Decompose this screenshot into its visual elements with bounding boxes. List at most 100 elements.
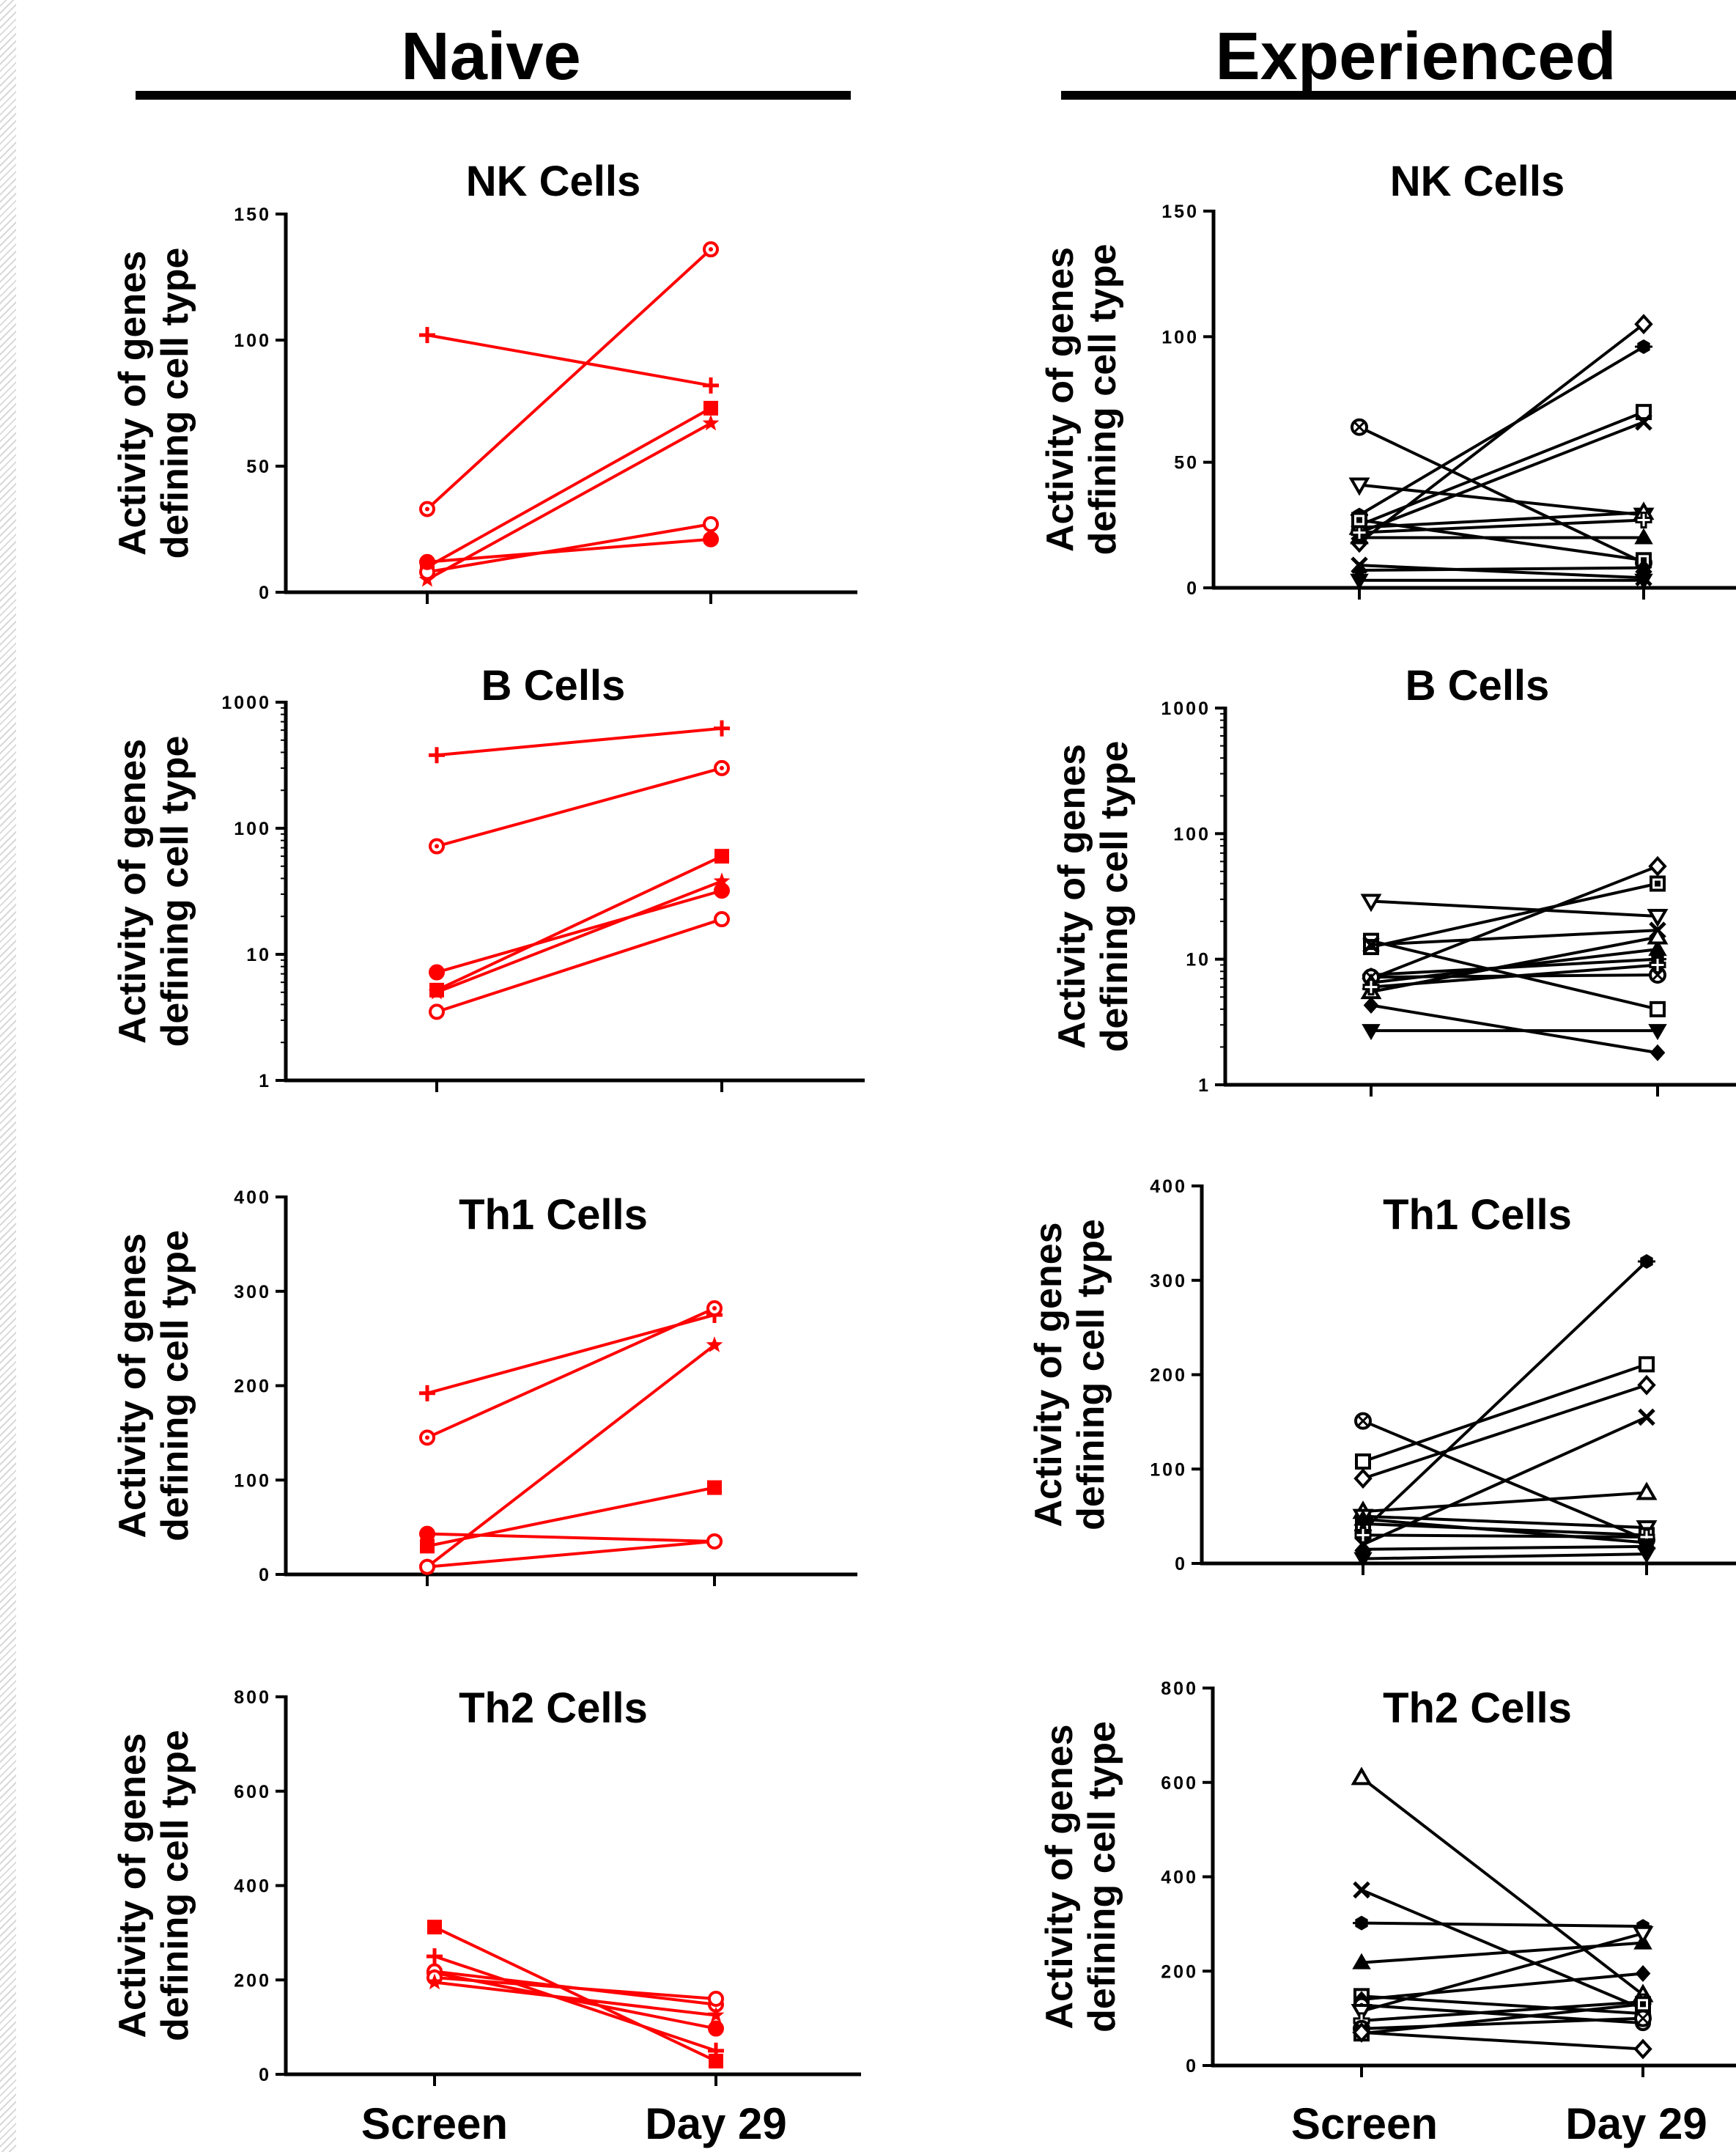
data-point <box>1351 561 1367 579</box>
data-point <box>1634 2009 1652 2027</box>
data-point <box>703 531 719 548</box>
series-circle-filled <box>429 882 730 981</box>
data-point <box>714 759 730 776</box>
data-point <box>1353 1915 1370 1931</box>
series-line <box>1361 2030 1644 2051</box>
data-point <box>708 1991 724 2007</box>
panel-experienced-th2-cells: Th2 Cells Activity of genes defining cell … <box>1038 1679 1736 2077</box>
data-point <box>714 720 730 737</box>
series-hex-filled <box>1353 1915 1652 1934</box>
x-category-label: Day 29 <box>645 2099 786 2148</box>
group-header-experienced: Experienced <box>1061 19 1736 100</box>
data-point <box>703 516 719 533</box>
data-point <box>1637 1374 1656 1396</box>
series-plus <box>429 720 730 764</box>
series-triangle-open <box>1351 1766 1654 2002</box>
y-axis-label: Activity of genes defining cell type <box>1038 1721 1123 2033</box>
panel-naive-th1-cells: Th1 Cells Activity of genes defining cell … <box>111 1187 857 1586</box>
data-point <box>1649 957 1666 974</box>
series-circle-dot-open <box>419 1300 723 1446</box>
panel-title: Th1 Cells <box>1383 1191 1572 1239</box>
series-line <box>436 880 723 994</box>
y-tick-label: 800 <box>1161 1679 1198 1699</box>
y-axis-label: Activity of genes defining cell type <box>111 1730 196 2041</box>
data-point <box>703 400 718 416</box>
y-axis-label-line1: Activity of genes <box>111 1733 154 2038</box>
y-tick-label: 1000 <box>1161 699 1211 719</box>
data-point <box>702 414 720 431</box>
data-point <box>419 1525 435 1542</box>
panel-experienced-th1-cells: Th1 Cells Activity of genes defining cell … <box>1027 1176 1736 1575</box>
data-point <box>1636 1481 1658 1500</box>
data-point <box>714 911 730 928</box>
data-point <box>419 553 435 570</box>
y-tick-label: 400 <box>234 1187 271 1208</box>
y-axis-label: Activity of genes defining cell type <box>1027 1219 1112 1530</box>
data-point <box>706 1300 723 1316</box>
series-line <box>1359 564 1644 580</box>
y-tick-label: 0 <box>1175 1554 1187 1574</box>
y-tick-label: 400 <box>234 1876 271 1897</box>
y-tick-label: 100 <box>1150 1459 1187 1480</box>
y-tick-label: 1 <box>259 1071 271 1091</box>
data-point <box>1648 940 1667 957</box>
data-point <box>706 1533 723 1549</box>
data-point <box>1648 1024 1667 1041</box>
series-line <box>1362 1533 1647 1539</box>
group-underline-experienced <box>1061 91 1736 100</box>
data-point <box>1634 314 1653 335</box>
series-line <box>426 1344 716 1569</box>
data-point <box>429 1003 445 1020</box>
data-point <box>426 1948 443 1965</box>
series-line <box>1362 1260 1648 1532</box>
y-axis-label: Activity of genes defining cell type <box>1051 741 1136 1053</box>
data-point <box>703 377 719 394</box>
data-point <box>714 849 729 864</box>
data-point <box>1354 1412 1372 1430</box>
data-point <box>419 501 435 517</box>
series-line <box>1370 864 1658 981</box>
series-circle-open <box>419 516 719 581</box>
y-tick-label: 200 <box>1150 1366 1187 1386</box>
series-square-filled <box>429 849 729 998</box>
data-point <box>1647 908 1669 927</box>
data-point <box>1639 1356 1655 1373</box>
data-point <box>706 1336 723 1352</box>
series-circle-x <box>1351 418 1652 572</box>
y-axis-label-line2: defining cell type <box>154 1230 196 1541</box>
data-point <box>1354 1526 1372 1544</box>
series-circle-open <box>429 911 730 1020</box>
y-tick-label: 1 <box>1198 1075 1211 1096</box>
series-line <box>434 1980 717 2017</box>
series-triangle-down-filled <box>1353 1547 1656 1569</box>
data-point <box>714 882 730 899</box>
panel-naive-nk-cells: NK Cells Activity of genes defining cell t… <box>111 158 857 604</box>
data-point <box>427 1920 442 1935</box>
series-line <box>426 248 712 510</box>
series-line <box>426 407 712 569</box>
series-line <box>1362 1544 1647 1551</box>
y-tick-label: 0 <box>1186 578 1199 599</box>
series-triangle-filled <box>1350 528 1653 545</box>
series-line <box>426 523 712 574</box>
group-header-naive: Naive <box>136 19 851 100</box>
data-point <box>419 1429 435 1446</box>
y-axis-label-line2: defining cell type <box>1082 244 1124 556</box>
y-axis-label: Activity of genes defining cell type <box>1039 244 1124 556</box>
series-line <box>1370 882 1658 949</box>
x-category-labels-naive: Screen Day 29 <box>361 2099 787 2148</box>
series-plus-open <box>1362 957 1666 996</box>
series-line <box>1359 410 1644 527</box>
y-tick-label: 0 <box>1186 2056 1198 2077</box>
y-axis-label: Activity of genes defining cell type <box>111 1230 196 1541</box>
y-axis-label-line1: Activity of genes <box>111 1233 154 1538</box>
data-point <box>1360 893 1382 913</box>
series-line <box>1358 345 1645 517</box>
series-line <box>1359 425 1644 564</box>
y-tick-label: 800 <box>234 1687 271 1708</box>
series-line <box>1359 518 1644 562</box>
series-line <box>1359 420 1644 534</box>
series-line <box>426 334 712 387</box>
data-point <box>708 2042 724 2059</box>
data-point <box>1351 512 1367 528</box>
